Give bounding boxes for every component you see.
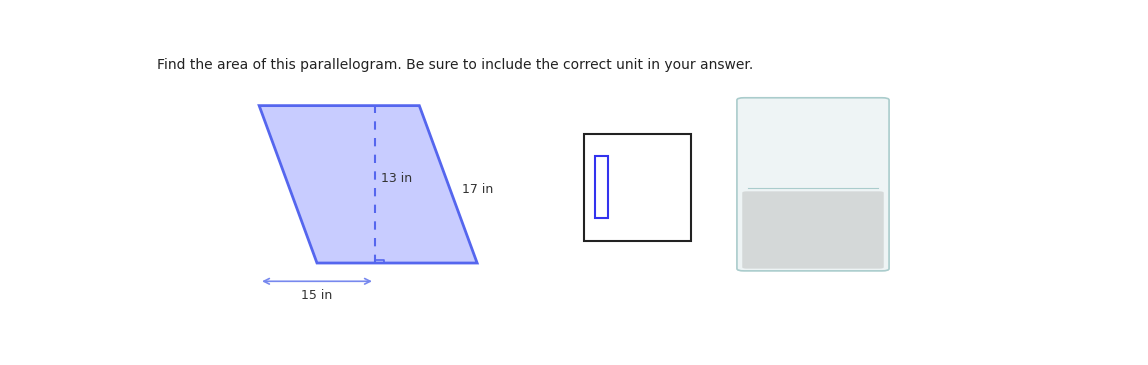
Text: 17 in: 17 in [461, 184, 494, 196]
FancyBboxPatch shape [743, 191, 884, 269]
Text: in: in [809, 141, 821, 154]
Text: 13 in: 13 in [381, 172, 412, 185]
Text: Find the area of this parallelogram. Be sure to include the correct unit in your: Find the area of this parallelogram. Be … [157, 58, 753, 72]
Text: ↺: ↺ [809, 214, 822, 229]
Text: 2: 2 [822, 129, 828, 138]
Polygon shape [259, 105, 478, 263]
Text: in: in [850, 141, 861, 154]
Text: 3: 3 [862, 129, 868, 138]
Text: in: in [774, 141, 785, 154]
FancyBboxPatch shape [737, 98, 889, 271]
Bar [584, 134, 691, 241]
Text: ×: × [774, 214, 786, 229]
Text: 15 in: 15 in [302, 289, 333, 302]
Bar [595, 156, 608, 218]
Text: ?: ? [852, 214, 859, 229]
